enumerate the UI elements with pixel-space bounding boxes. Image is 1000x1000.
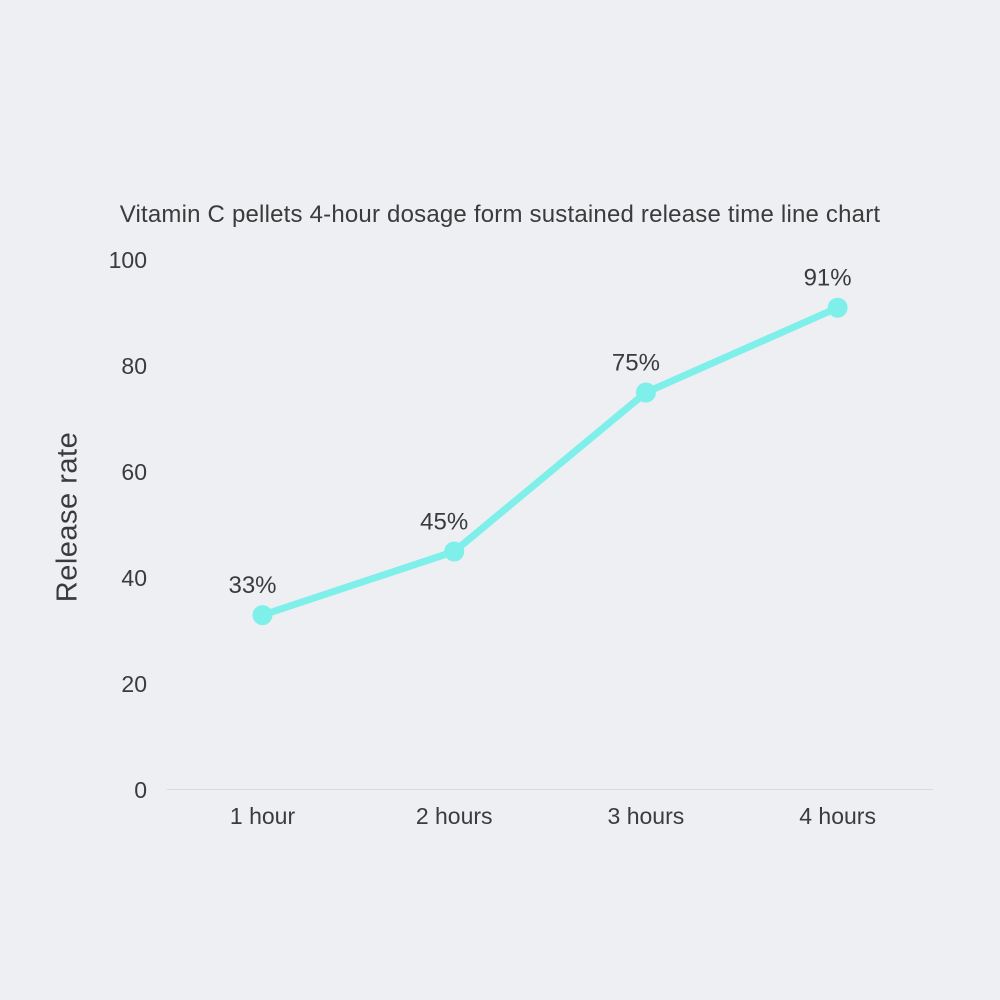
x-tick-label: 2 hours (415, 803, 493, 829)
data-point-marker (827, 297, 848, 318)
x-tick-label: 4 hours (799, 803, 876, 829)
x-tick-label: 3 hours (607, 803, 685, 829)
data-point-marker (444, 541, 465, 562)
y-tick-label: 80 (121, 353, 147, 379)
data-point-marker (252, 605, 273, 626)
y-tick-label: 20 (121, 671, 147, 697)
series-line (259, 304, 842, 619)
data-point-label: 33% (228, 572, 276, 599)
data-point-label: 91% (804, 265, 852, 292)
y-tick-label: 60 (121, 459, 147, 485)
y-tick-label: 100 (108, 247, 147, 273)
data-point-label: 45% (420, 509, 468, 536)
y-tick-label: 40 (121, 565, 147, 591)
chart-title: Vitamin C pellets 4-hour dosage form sus… (119, 201, 881, 228)
x-tick-label: 1 hour (229, 803, 296, 829)
data-point-marker (635, 382, 656, 403)
data-point-label: 75% (612, 350, 660, 377)
y-tick-label: 0 (134, 777, 147, 803)
x-axis-line (167, 789, 933, 790)
